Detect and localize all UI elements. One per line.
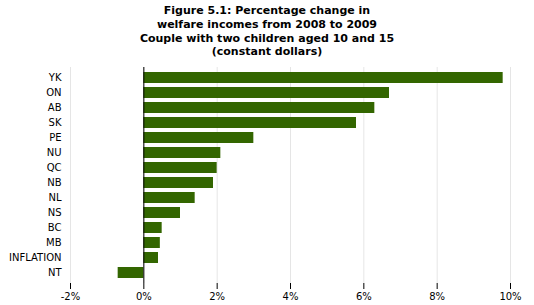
svg-text:NB: NB [47, 177, 61, 188]
svg-text:2%: 2% [209, 291, 225, 302]
svg-text:NS: NS [48, 207, 62, 218]
svg-text:ON: ON [46, 87, 61, 98]
svg-text:INFLATION: INFLATION [9, 252, 61, 263]
svg-text:6%: 6% [356, 291, 372, 302]
svg-text:0%: 0% [136, 291, 152, 302]
svg-text:PE: PE [49, 132, 61, 143]
svg-text:NT: NT [48, 267, 62, 278]
svg-text:NU: NU [47, 147, 62, 158]
svg-text:BC: BC [48, 222, 62, 233]
html-text:Figure 5.1: Percentage change: Figure 5.1: Percentage change in welfare… [139, 4, 395, 59]
svg-text:AB: AB [48, 102, 62, 113]
svg-text:NL: NL [48, 192, 61, 203]
svg-text:YK: YK [48, 72, 62, 83]
svg-text:4%: 4% [283, 291, 299, 302]
svg-text:MB: MB [46, 237, 62, 248]
svg-text:-2%: -2% [61, 291, 80, 302]
svg-text:8%: 8% [429, 291, 445, 302]
svg-text:SK: SK [49, 117, 62, 128]
svg-text:QC: QC [47, 162, 62, 173]
svg-text:10%: 10% [499, 291, 521, 302]
